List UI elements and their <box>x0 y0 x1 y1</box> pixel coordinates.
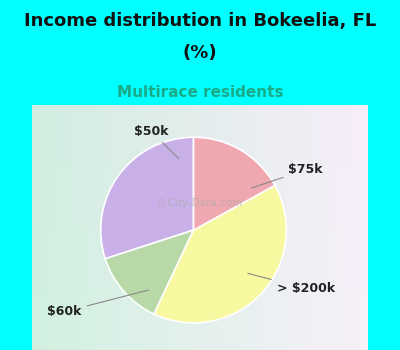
Wedge shape <box>194 137 275 230</box>
Wedge shape <box>101 137 194 259</box>
Wedge shape <box>154 186 286 323</box>
Text: $60k: $60k <box>48 290 148 318</box>
Text: Multirace residents: Multirace residents <box>117 85 283 100</box>
Text: Income distribution in Bokeelia, FL: Income distribution in Bokeelia, FL <box>24 12 376 30</box>
Text: > $200k: > $200k <box>248 273 335 295</box>
Text: $50k: $50k <box>134 125 179 159</box>
Text: (%): (%) <box>183 43 217 62</box>
Text: Ⓜ City-Data.com: Ⓜ City-Data.com <box>158 198 242 208</box>
Text: $75k: $75k <box>252 163 323 188</box>
Wedge shape <box>105 230 194 314</box>
